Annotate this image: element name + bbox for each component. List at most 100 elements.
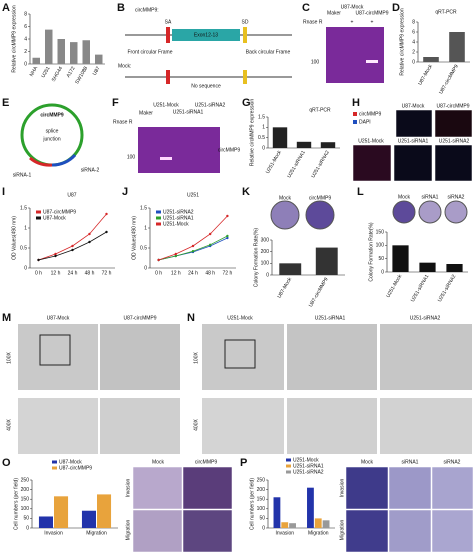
micrograph — [202, 398, 284, 454]
micrograph — [345, 509, 389, 553]
label: U87-Mock — [341, 4, 364, 10]
bar — [273, 497, 281, 528]
label: 100 — [127, 154, 136, 160]
x-tick-label: 12 h — [51, 270, 61, 276]
label: 100X — [193, 352, 199, 364]
panel-letter: L — [357, 186, 364, 198]
label: siRNA2 — [444, 459, 461, 465]
point — [71, 244, 74, 248]
colony-images: Mock circMMP9 Mock siRNA1 siRNA2 — [270, 194, 468, 230]
sd-site — [243, 27, 247, 43]
point — [174, 252, 177, 256]
point — [71, 248, 74, 252]
y-tick-label: 1 — [262, 125, 265, 131]
y-tick-label: 300 — [261, 237, 270, 243]
panel-letter: E — [2, 97, 9, 109]
y-axis-label: OD Values(490 nm) — [11, 216, 17, 260]
exon — [172, 29, 240, 41]
y-tick-label: 50 — [23, 516, 29, 522]
legend-swatch — [36, 210, 41, 214]
x-tick-label: 0 h — [35, 270, 42, 276]
y-tick-label: 50 — [378, 256, 384, 262]
gel-band — [160, 157, 172, 160]
y-tick-label: 150 — [376, 229, 385, 235]
y-tick-label: 4 — [412, 39, 415, 45]
bar — [446, 264, 463, 272]
bar — [57, 39, 65, 64]
dish — [418, 200, 442, 224]
x-tick-label: 72 h — [223, 270, 233, 276]
legend-swatch — [36, 216, 41, 220]
legend-swatch — [286, 470, 291, 474]
dish — [444, 200, 468, 224]
y-tick-label: 250 — [257, 477, 266, 483]
panel-m: M U87-Mock U87-circMMP9 100X 400X — [2, 312, 180, 454]
label: circMMP9 — [195, 459, 217, 465]
legend-label: U87-Mock — [59, 459, 82, 465]
y-axis-label: Colony Formation Rate(%) — [368, 222, 374, 282]
zoom-box — [39, 334, 71, 366]
label: circMMP9 — [359, 111, 381, 117]
panel-e: E circMMP9 splice junction siRNA-1 siRNA… — [2, 97, 100, 178]
panel-letter: P — [240, 457, 247, 469]
legend-swatch — [156, 216, 161, 220]
bar — [296, 141, 312, 148]
label: U251-siRNA1 — [315, 315, 346, 321]
label: U87-circMMP9 — [436, 103, 469, 109]
legend-swatch — [353, 120, 357, 124]
legend-swatch — [286, 464, 291, 468]
bar — [279, 263, 302, 275]
panel-letter: I — [2, 186, 5, 198]
y-tick-label: 100 — [376, 243, 385, 249]
legend-label: U251-siRNA1 — [163, 215, 194, 221]
y-tick-label: 100 — [261, 261, 270, 267]
y-tick-label: 50 — [259, 516, 265, 522]
y-tick-label: 200 — [261, 249, 270, 255]
x-tick-label: Invasion — [275, 530, 294, 536]
micrograph — [380, 324, 472, 390]
bar — [314, 518, 322, 528]
label: U251-siRNA1 — [398, 138, 429, 144]
point — [226, 234, 229, 238]
label: U87-Mock — [402, 103, 425, 109]
y-tick-label: 0 — [381, 269, 384, 275]
bar — [307, 487, 314, 528]
y-tick-label: 0 — [266, 272, 269, 278]
bar — [423, 57, 439, 62]
legend-label: U251-Mock — [293, 457, 319, 463]
dish — [392, 200, 416, 224]
x-tick-label: U251-Mock — [265, 149, 283, 175]
x-tick-label: U87-Mock — [417, 63, 434, 86]
y-tick-label: 8 — [412, 19, 415, 25]
y-tick-label: 150 — [257, 497, 266, 503]
label: Mock — [361, 459, 373, 465]
junction — [51, 153, 77, 167]
panel-letter: D — [392, 2, 400, 14]
x-tick-label: U87-circMMP9 — [308, 276, 330, 308]
legend-swatch — [156, 222, 161, 226]
x-tick-label: U87-Mock — [277, 276, 294, 299]
bar — [95, 54, 103, 64]
y-tick-label: 100 — [257, 506, 266, 512]
label: SA — [165, 19, 172, 25]
label: Invasion — [339, 478, 345, 497]
x-tick-label: 48 h — [85, 270, 95, 276]
label: U251-siRNA2 — [410, 315, 441, 321]
label: U251-Mock — [358, 138, 384, 144]
label: + — [351, 19, 354, 25]
y-tick-label: 200 — [21, 487, 30, 493]
bar — [82, 40, 90, 64]
chart-title: qRT-PCR — [309, 107, 331, 113]
point — [105, 230, 108, 234]
y-tick-label: 1 — [24, 225, 27, 231]
label: Mock: — [118, 63, 131, 69]
panel-h: H circMMP9 DAPI U87-Mock U87-circMMP9 U2… — [352, 97, 473, 182]
x-tick-label: 0 h — [155, 270, 162, 276]
label: Mock — [152, 459, 164, 465]
micrograph — [18, 324, 98, 390]
legend-label: U251-siRNA1 — [293, 463, 324, 469]
y-axis-label: Cell numbers (per field) — [13, 478, 19, 530]
x-tick-label: U251-siRNA2 — [437, 273, 458, 303]
label: + — [371, 19, 374, 25]
